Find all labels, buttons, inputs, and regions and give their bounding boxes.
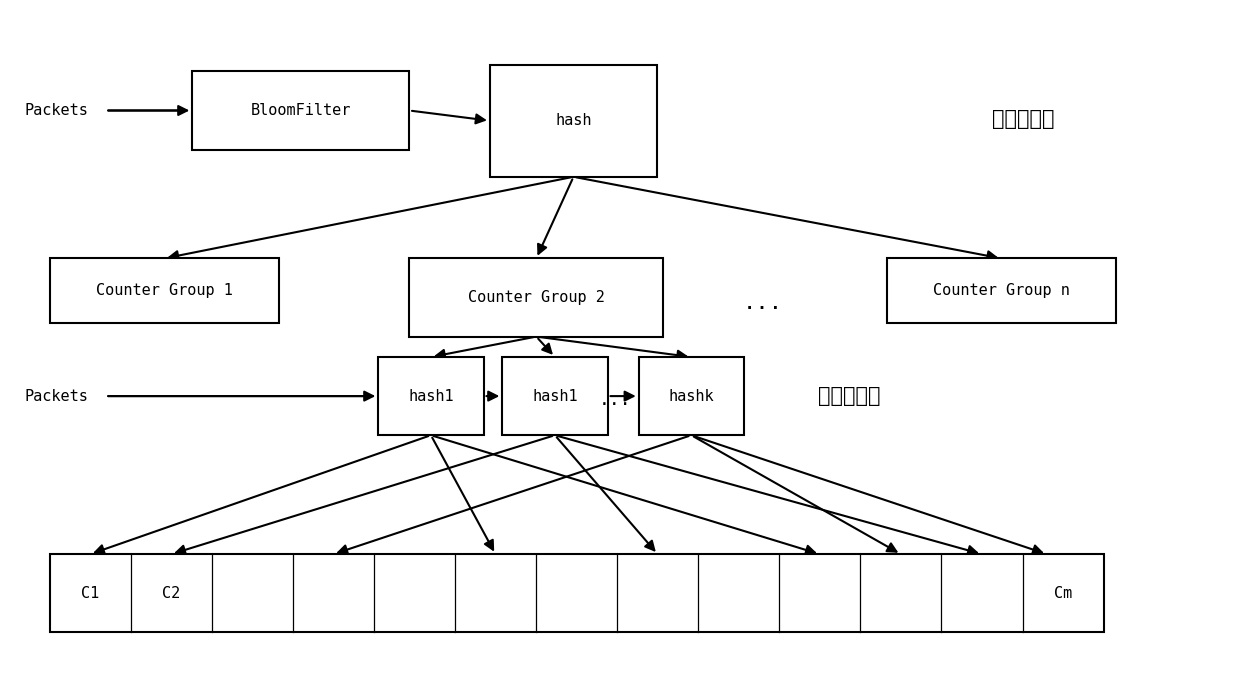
Text: ...: ...	[599, 391, 631, 409]
Text: Cm: Cm	[1054, 585, 1073, 601]
Text: hashk: hashk	[668, 388, 714, 404]
FancyBboxPatch shape	[490, 65, 657, 177]
Text: BloomFilter: BloomFilter	[250, 103, 351, 118]
Text: hash1: hash1	[532, 388, 578, 404]
Text: Counter Group 2: Counter Group 2	[467, 290, 605, 305]
Text: Packets: Packets	[25, 103, 89, 118]
Text: hash1: hash1	[408, 388, 454, 404]
FancyBboxPatch shape	[639, 357, 744, 435]
FancyBboxPatch shape	[50, 258, 279, 323]
Text: C2: C2	[162, 585, 180, 601]
Text: Counter Group n: Counter Group n	[932, 283, 1070, 299]
FancyBboxPatch shape	[50, 554, 1104, 632]
Text: Counter Group 1: Counter Group 1	[95, 283, 233, 299]
Text: C1: C1	[81, 585, 99, 601]
Text: 第二级哈希: 第二级哈希	[818, 386, 880, 406]
Text: hash: hash	[556, 113, 591, 129]
Text: 第一级哈希: 第一级哈希	[992, 109, 1054, 129]
Text: Packets: Packets	[25, 388, 89, 404]
Text: ...: ...	[743, 292, 782, 313]
FancyBboxPatch shape	[378, 357, 484, 435]
FancyBboxPatch shape	[409, 258, 663, 337]
FancyBboxPatch shape	[192, 71, 409, 150]
FancyBboxPatch shape	[887, 258, 1116, 323]
FancyBboxPatch shape	[502, 357, 608, 435]
